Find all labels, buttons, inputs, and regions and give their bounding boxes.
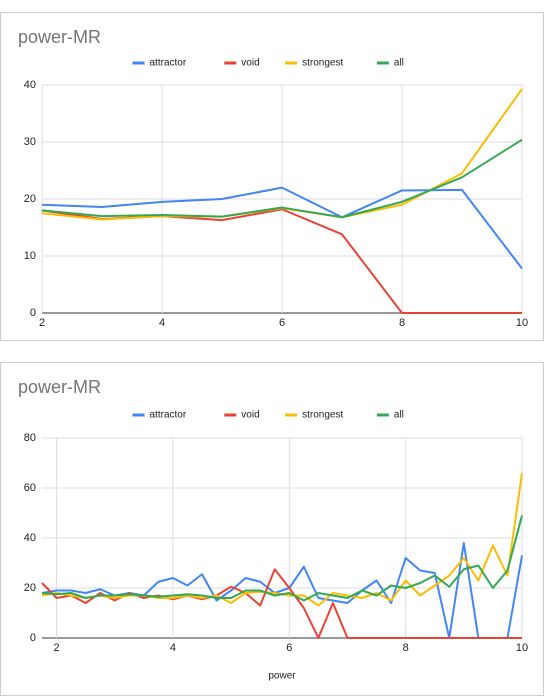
x-tick-label: 2 [39, 317, 45, 329]
x-tick-label: 6 [286, 642, 292, 654]
legend-label: void [241, 58, 259, 69]
y-tick-label: 60 [24, 482, 36, 494]
y-tick-label: 0 [30, 307, 36, 319]
legend-label: attractor [150, 58, 187, 69]
x-tick-label: 8 [403, 642, 409, 654]
legend-label: attractor [150, 410, 187, 421]
x-tick-label: 2 [53, 642, 59, 654]
x-tick-label: 10 [516, 317, 528, 329]
y-tick-label: 80 [24, 432, 36, 444]
legend-label: strongest [302, 58, 343, 69]
y-tick-label: 40 [24, 79, 36, 91]
series-line [41, 515, 523, 602]
x-tick-label: 4 [159, 317, 165, 329]
chart-title: power-MR [18, 377, 101, 397]
series-line [41, 138, 523, 219]
legend-label: all [394, 410, 404, 421]
y-tick-label: 40 [24, 532, 36, 544]
legend-label: void [241, 410, 259, 421]
x-axis-title: power [268, 671, 296, 682]
legend-label: strongest [302, 410, 343, 421]
x-tick-label: 6 [279, 317, 285, 329]
y-tick-label: 0 [30, 632, 36, 644]
x-tick-label: 8 [399, 317, 405, 329]
x-tick-label: 10 [516, 642, 528, 654]
y-tick-label: 20 [24, 582, 36, 594]
chart-frame [0, 362, 544, 696]
y-tick-label: 20 [24, 193, 36, 205]
legend-label: all [394, 58, 404, 69]
series-line [41, 186, 523, 270]
y-tick-label: 10 [24, 250, 36, 262]
x-tick-label: 4 [170, 642, 176, 654]
chart-title: power-MR [18, 27, 101, 47]
chart-frame [0, 12, 544, 341]
y-tick-label: 30 [24, 136, 36, 148]
